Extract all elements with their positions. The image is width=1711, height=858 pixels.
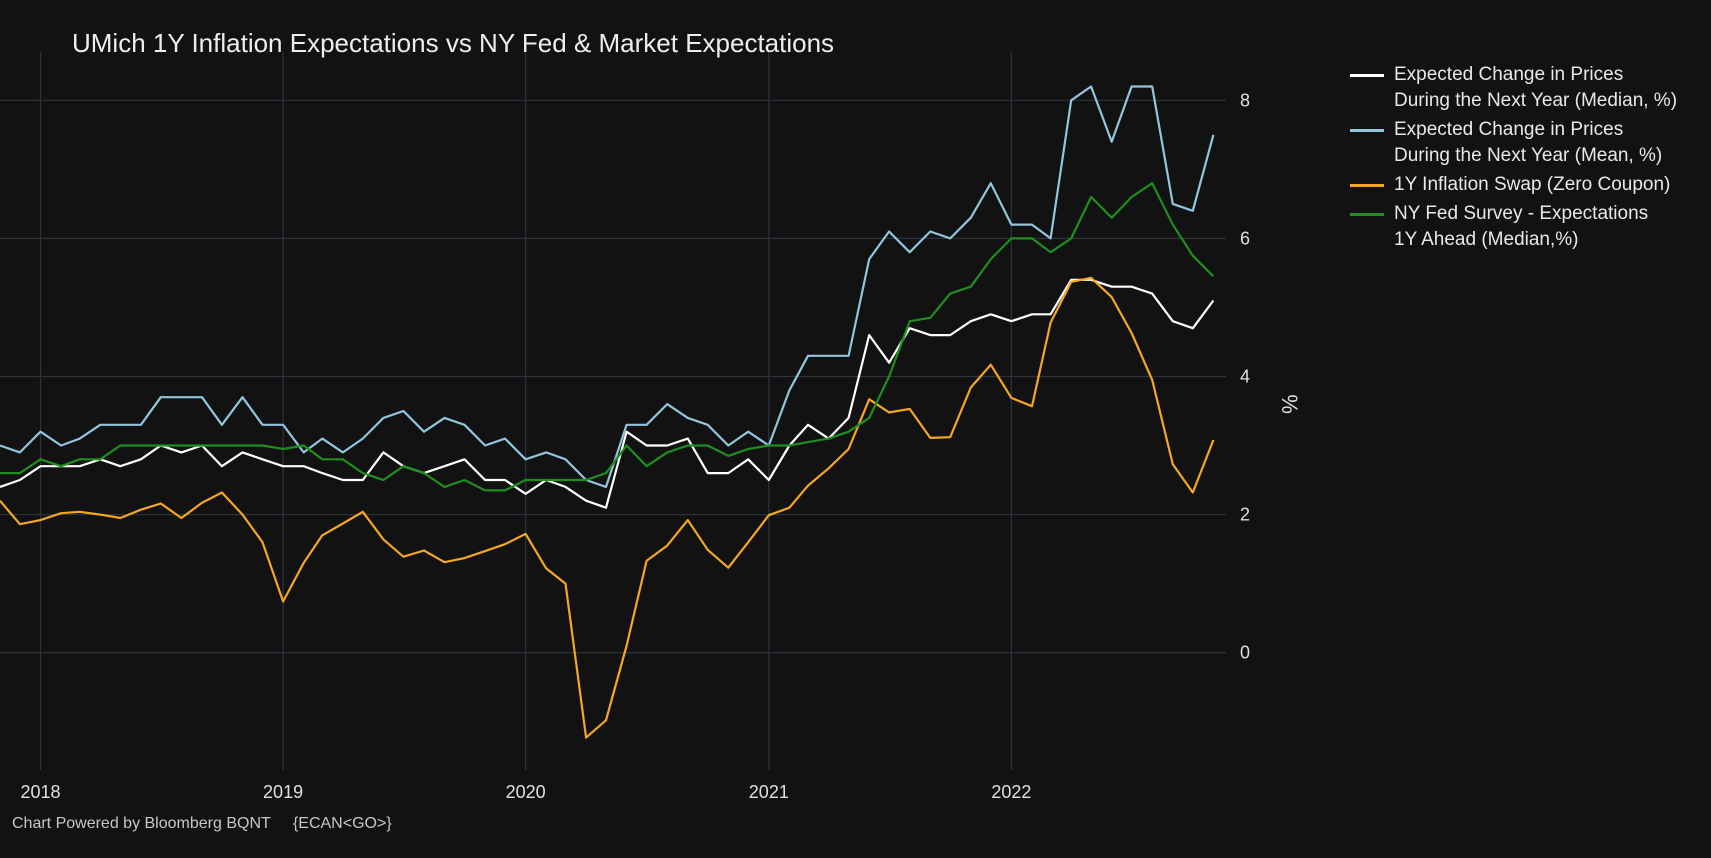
legend-label: Expected Change in Prices: [1394, 64, 1624, 85]
footer-code: {ECAN<GO>}: [292, 815, 392, 832]
y-axis-title: %: [1277, 394, 1302, 414]
axes: 0 2 4 6 8 2018 2019 2020 2021 2022: [21, 90, 1251, 802]
series-line-4: [0, 182, 1215, 492]
x-tick-label: 2022: [991, 782, 1031, 802]
y-tick-label: 8: [1240, 90, 1250, 110]
series-line-3: [0, 276, 1215, 739]
chart-legend: Expected Change in Prices During the Next…: [1350, 62, 1705, 256]
legend-item-2[interactable]: Expected Change in Prices During the Next…: [1350, 117, 1705, 169]
legend-swatch: [1350, 129, 1384, 132]
legend-label: NY Fed Survey - Expectations: [1394, 203, 1649, 224]
legend-label: 1Y Inflation Swap (Zero Coupon): [1394, 174, 1671, 195]
y-tick-label: 0: [1240, 643, 1250, 663]
legend-item-1[interactable]: Expected Change in Prices During the Next…: [1350, 62, 1705, 114]
y-tick-label: 2: [1240, 505, 1250, 525]
series-lines: [0, 85, 1215, 739]
x-tick-label: 2019: [263, 782, 303, 802]
legend-label: Expected Change in Prices: [1394, 119, 1624, 140]
y-tick-label: 6: [1240, 228, 1250, 248]
y-tick-label: 4: [1240, 366, 1250, 386]
x-tick-label: 2018: [21, 782, 61, 802]
footer-credit: Chart Powered by Bloomberg BQNT: [12, 815, 271, 832]
gridlines: [0, 52, 1226, 770]
chart-title: UMich 1Y Inflation Expectations vs NY Fe…: [72, 28, 835, 58]
chart-footer: Chart Powered by Bloomberg BQNT {ECAN<GO…: [12, 815, 392, 833]
legend-item-3[interactable]: 1Y Inflation Swap (Zero Coupon): [1350, 172, 1705, 198]
legend-label: 1Y Ahead (Median,%): [1394, 229, 1579, 250]
series-line-2: [0, 85, 1215, 488]
legend-item-4[interactable]: NY Fed Survey - Expectations 1Y Ahead (Me…: [1350, 201, 1705, 253]
legend-swatch: [1350, 213, 1384, 216]
x-tick-label: 2021: [749, 782, 789, 802]
legend-label: During the Next Year (Median, %): [1394, 90, 1678, 111]
legend-swatch: [1350, 74, 1384, 77]
x-tick-label: 2020: [506, 782, 546, 802]
legend-swatch: [1350, 184, 1384, 187]
legend-label: During the Next Year (Mean, %): [1394, 145, 1663, 166]
